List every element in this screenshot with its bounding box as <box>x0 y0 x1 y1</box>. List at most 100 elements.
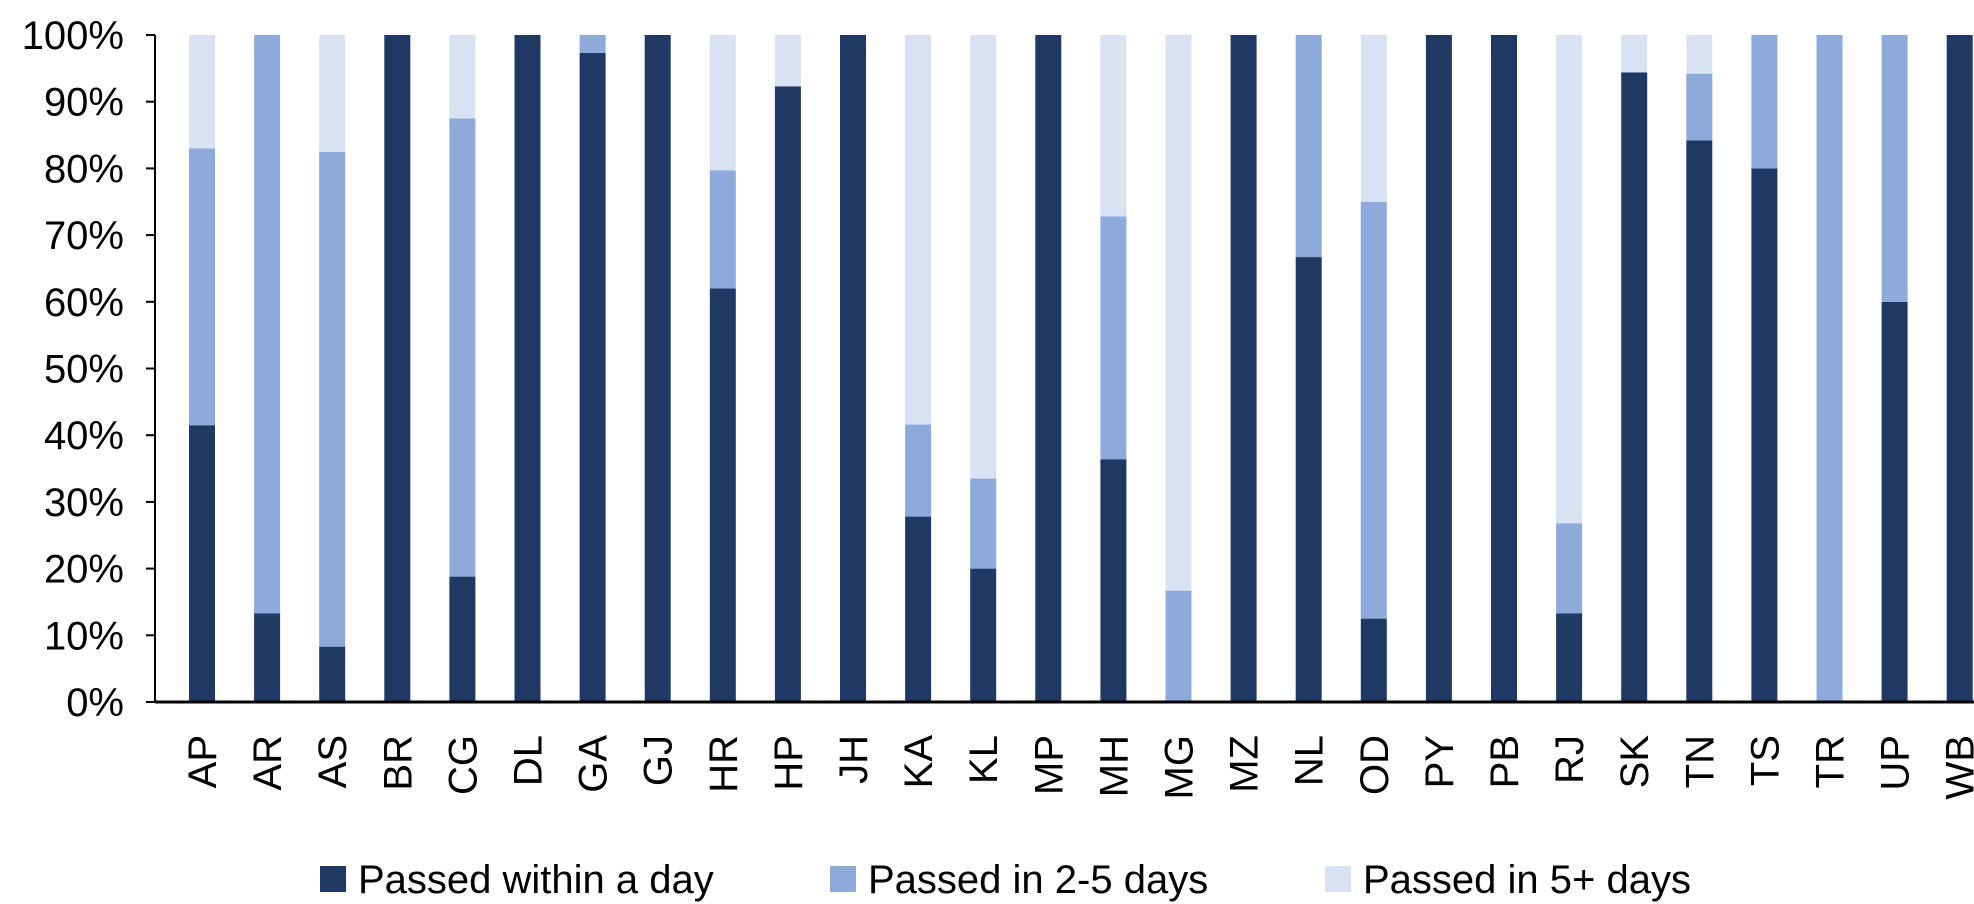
x-axis: AP AR AS BR CG DL GA GJ HR HP JH KA KL MP MH MG MZ NL OD PY… <box>155 700 1974 799</box>
y-tick-label: 40% <box>44 414 124 458</box>
x-category-label: PB <box>1483 735 1527 788</box>
bar-segment <box>1816 35 1843 702</box>
x-category-label: MP <box>1027 735 1071 795</box>
bar-segment <box>1360 618 1387 702</box>
y-tick-label: 20% <box>44 548 124 592</box>
x-category-label: TS <box>1743 735 1787 786</box>
x-category-label: AS <box>311 735 355 788</box>
bar-segment <box>1425 35 1452 702</box>
bar-segment <box>189 425 215 702</box>
legend-swatch <box>320 866 346 892</box>
legend-swatch <box>1325 866 1351 892</box>
x-category-label: BR <box>376 735 420 791</box>
bar-segment <box>1230 35 1257 702</box>
x-category-label: HR <box>702 735 746 793</box>
bar-segment <box>709 288 736 702</box>
bar-segment <box>1946 35 1973 702</box>
x-category-label: PY <box>1418 735 1462 788</box>
legend: Passed within a day Passed in 2-5 days Pas… <box>320 858 1691 902</box>
bar-segment <box>319 35 346 152</box>
x-category-label: MH <box>1092 735 1136 797</box>
y-tick-label: 60% <box>44 281 124 325</box>
bar-segment <box>905 516 932 702</box>
x-category-label: TN <box>1678 735 1722 788</box>
bar-segment <box>1556 613 1583 702</box>
y-tick-label: 70% <box>44 214 124 258</box>
bar-segment <box>1295 35 1322 258</box>
bar-segment <box>1035 35 1062 702</box>
x-category-label: NL <box>1288 735 1332 786</box>
bar-segment <box>1881 301 1908 702</box>
bar-segment <box>1295 257 1322 702</box>
bar-segment <box>1360 201 1387 619</box>
y-tick-label: 0% <box>66 681 124 725</box>
bar-segment <box>449 35 476 119</box>
x-category-label: RJ <box>1548 735 1592 784</box>
bar-segment <box>449 576 476 702</box>
x-category-label: GA <box>572 735 616 793</box>
bar-segment <box>1100 35 1127 217</box>
y-tick-label: 100% <box>22 14 124 58</box>
bars <box>189 35 1973 703</box>
bar-segment <box>774 86 801 702</box>
bar-segment <box>1165 590 1192 702</box>
bar-segment <box>384 35 411 702</box>
bar-segment <box>514 35 541 702</box>
bar-segment <box>1165 35 1192 591</box>
bar-segment <box>1100 216 1127 460</box>
legend-label: Passed within a day <box>358 858 714 902</box>
bar-segment <box>1100 459 1127 702</box>
bar-segment <box>1360 35 1387 202</box>
bar-segment <box>1686 35 1713 74</box>
y-tick-label: 90% <box>44 81 124 125</box>
bar-segment <box>189 35 215 149</box>
x-category-label: DL <box>507 735 551 786</box>
bar-segment <box>1621 72 1648 703</box>
bar-segment <box>1556 35 1583 524</box>
x-category-label: KL <box>962 735 1006 784</box>
x-category-label: SK <box>1613 735 1657 789</box>
x-category-label: MZ <box>1223 735 1267 793</box>
legend-label: Passed in 2-5 days <box>868 858 1208 902</box>
bar-segment <box>1556 523 1583 614</box>
x-category-label: HP <box>767 735 811 791</box>
bar-segment <box>449 118 476 577</box>
bar-segment <box>774 35 801 87</box>
x-category-label: GJ <box>637 735 681 786</box>
x-category-label: AP <box>181 735 225 788</box>
x-category-label: UP <box>1874 735 1918 791</box>
bar-segment <box>644 35 671 702</box>
x-category-label: CG <box>441 735 485 795</box>
bar-segment <box>579 35 606 54</box>
bar-segment <box>254 35 281 614</box>
x-category-label: JH <box>832 735 876 784</box>
y-tick-label: 50% <box>44 348 124 392</box>
bar-segment <box>319 646 346 702</box>
y-tick-label: 10% <box>44 614 124 658</box>
bar-segment <box>189 148 215 426</box>
bar-segment <box>1751 35 1778 169</box>
bar-segment <box>254 613 281 702</box>
legend-label: Passed in 5+ days <box>1363 858 1691 902</box>
bar-segment <box>905 424 932 517</box>
bar-segment <box>709 170 736 289</box>
bar-segment <box>840 35 866 702</box>
x-category-label: MG <box>1158 735 1202 799</box>
y-tick-label: 30% <box>44 481 124 525</box>
bar-segment <box>579 53 606 703</box>
y-tick-label: 80% <box>44 147 124 191</box>
x-category-label: KA <box>897 735 941 789</box>
legend-swatch <box>830 866 856 892</box>
bar-segment <box>709 35 736 171</box>
bar-segment <box>970 568 997 702</box>
x-category-label: TR <box>1809 735 1853 788</box>
bar-segment <box>970 35 997 479</box>
bar-segment <box>1751 168 1778 702</box>
bar-segment <box>970 478 997 569</box>
bar-segment <box>1686 140 1713 703</box>
bar-segment <box>1491 35 1517 702</box>
bar-segment <box>1621 35 1648 73</box>
bar-segment <box>319 151 346 647</box>
x-category-label: AR <box>246 735 290 791</box>
